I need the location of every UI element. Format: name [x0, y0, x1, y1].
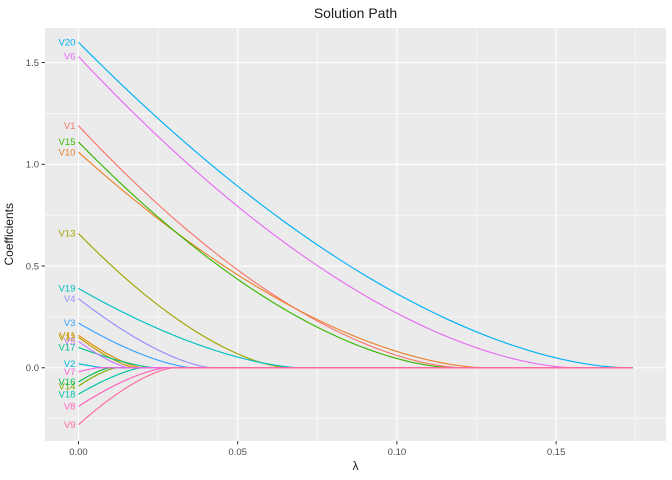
series-line-V10 — [78, 151, 633, 369]
x-tick-label: 0.15 — [547, 447, 566, 458]
series-line-V7 — [78, 367, 633, 373]
plot-panel — [45, 28, 666, 441]
series-line-V17 — [78, 346, 633, 369]
y-axis-title-wrap: Coefficients — [2, 28, 16, 441]
x-axis-title: λ — [352, 459, 359, 473]
series-label-V11: V11 — [59, 330, 75, 341]
series-line-V15 — [78, 141, 633, 369]
series-line-V14 — [78, 367, 633, 387]
y-tick-label: 1.5 — [26, 58, 39, 69]
y-axis-title: Coefficients — [2, 203, 16, 266]
series-line-V4 — [78, 298, 633, 369]
series-label-V15: V15 — [59, 137, 76, 148]
series-label-V6: V6 — [64, 52, 76, 63]
series-line-V12 — [78, 336, 633, 369]
series-label-V14: V14 — [59, 381, 76, 392]
series-line-V11 — [78, 334, 633, 369]
series-label-V3: V3 — [64, 318, 76, 329]
series-label-V12: V12 — [59, 332, 76, 343]
series-label-V10: V10 — [59, 147, 76, 158]
series-line-V16 — [78, 367, 633, 383]
series-label-V7: V7 — [64, 367, 76, 378]
y-tick-label: 0.5 — [26, 261, 39, 272]
x-tick-label: 0.10 — [388, 447, 407, 458]
series-label-V5: V5 — [64, 337, 76, 348]
x-tick-label: 0.05 — [228, 447, 247, 458]
series-label-V1: V1 — [64, 121, 76, 132]
y-tick-label: 0.0 — [26, 363, 39, 374]
series-label-V20: V20 — [59, 37, 76, 48]
series-label-V19: V19 — [59, 284, 76, 295]
x-tick-label: 0.00 — [69, 447, 88, 458]
series-label-V2: V2 — [64, 359, 76, 370]
series-label-V9: V9 — [64, 420, 76, 431]
series-line-V19 — [78, 287, 633, 369]
series-line-V18 — [78, 367, 633, 395]
series-label-V18: V18 — [59, 389, 76, 400]
series-line-V9 — [78, 367, 633, 426]
series-label-V16: V16 — [59, 377, 76, 388]
series-label-V17: V17 — [59, 343, 76, 354]
series-line-V20 — [78, 41, 633, 369]
series-line-V3 — [78, 322, 633, 369]
series-line-V5 — [78, 340, 633, 369]
series-label-V8: V8 — [64, 402, 76, 413]
plot-title: Solution Path — [313, 5, 398, 21]
series-line-V1 — [78, 125, 633, 369]
series-line-V6 — [78, 56, 633, 369]
series-label-V13: V13 — [59, 229, 76, 240]
series-line-V8 — [78, 367, 633, 407]
y-tick-label: 1.0 — [26, 160, 39, 171]
series-label-V4: V4 — [64, 294, 76, 305]
